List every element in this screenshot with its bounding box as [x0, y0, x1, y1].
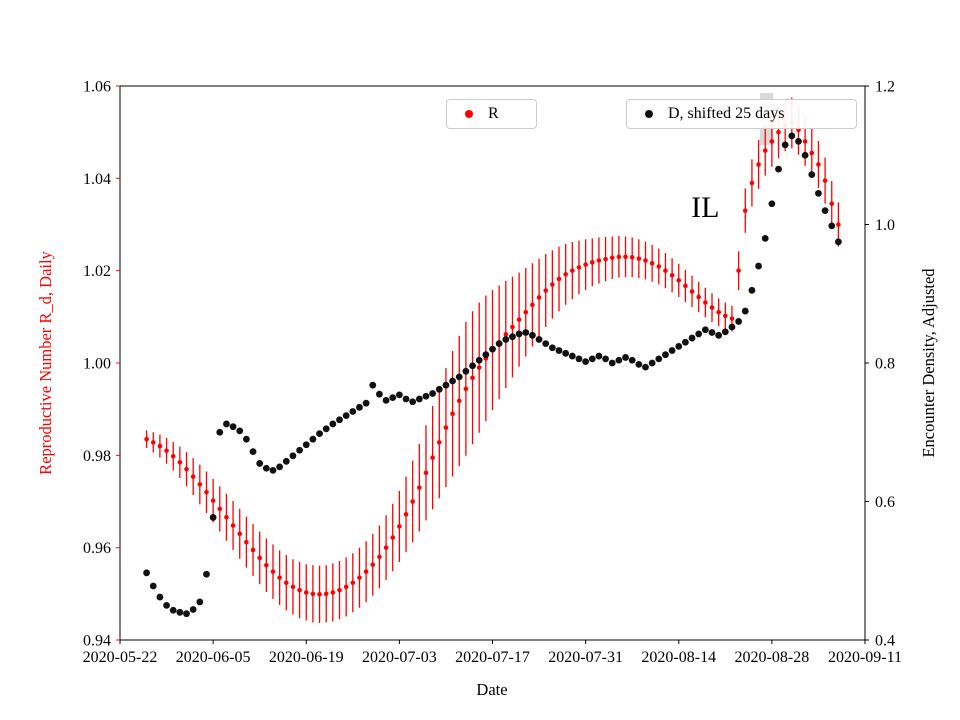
legend-r: R: [446, 99, 537, 129]
svg-text:2020-07-17: 2020-07-17: [455, 649, 530, 666]
svg-text:2020-06-05: 2020-06-05: [176, 649, 251, 666]
series-d-points: [143, 132, 842, 618]
svg-text:0.8: 0.8: [875, 356, 895, 373]
state-annotation: IL: [691, 191, 720, 225]
left-axis-title: Reproductive Number R_d, Daily: [36, 251, 55, 475]
svg-text:2020-06-19: 2020-06-19: [269, 649, 344, 666]
svg-text:0.96: 0.96: [83, 540, 111, 557]
svg-text:2020-08-14: 2020-08-14: [641, 649, 716, 666]
right-tick-labels: 0.4 0.6 0.8 1.0 1.2: [865, 79, 895, 650]
svg-text:1.04: 1.04: [83, 171, 111, 188]
x-axis-title: Date: [476, 680, 508, 699]
legend-r-label: R: [488, 105, 499, 122]
svg-text:0.98: 0.98: [83, 448, 111, 465]
svg-text:0.4: 0.4: [875, 633, 895, 650]
right-axis-title: Encounter Density, Adjusted: [919, 268, 938, 458]
svg-text:2020-05-22: 2020-05-22: [83, 649, 158, 666]
svg-text:1.02: 1.02: [83, 263, 111, 280]
series-r-points: [144, 120, 841, 597]
svg-text:1.06: 1.06: [83, 79, 111, 96]
error-bars-r: [145, 97, 840, 623]
r-marker-icon: [465, 110, 473, 118]
svg-text:1.00: 1.00: [83, 356, 111, 373]
svg-text:1.2: 1.2: [875, 79, 895, 96]
x-tick-labels: 2020-05-22 2020-06-05 2020-06-19 2020-07-03…: [83, 640, 902, 666]
svg-text:2020-09-11: 2020-09-11: [828, 649, 902, 666]
svg-text:0.94: 0.94: [83, 633, 111, 650]
svg-text:0.6: 0.6: [875, 494, 895, 511]
legend-d: D, shifted 25 days: [626, 99, 857, 129]
svg-text:2020-07-31: 2020-07-31: [548, 649, 623, 666]
legend-d-label: D, shifted 25 days: [668, 105, 785, 122]
left-tick-labels: 0.94 0.96 0.98 1.00 1.02 1.04 1.06: [83, 79, 120, 650]
svg-text:1.0: 1.0: [875, 217, 895, 234]
d-marker-icon: [645, 110, 653, 118]
svg-text:2020-07-03: 2020-07-03: [362, 649, 437, 666]
svg-text:2020-08-28: 2020-08-28: [735, 649, 810, 666]
